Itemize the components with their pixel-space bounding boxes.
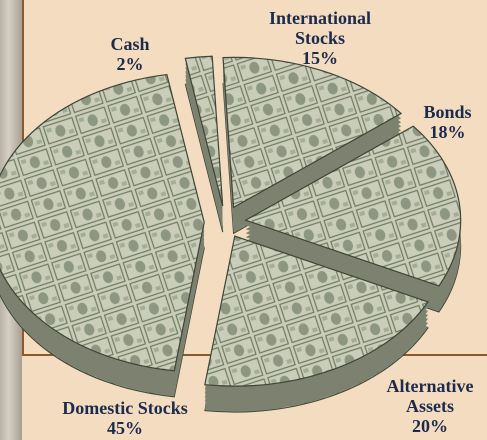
- slice: [204, 235, 429, 387]
- slice-label: Cash 2%: [95, 34, 165, 74]
- category-name: Bonds: [423, 102, 472, 122]
- category-name: International Stocks: [268, 8, 371, 48]
- value-label: 45%: [107, 418, 143, 438]
- slice-label: Bonds 18%: [400, 102, 487, 142]
- value-label: 2%: [116, 54, 144, 74]
- slice: [222, 56, 403, 209]
- category-name: Cash: [110, 34, 150, 54]
- slice-label: Alternative Assets 20%: [375, 376, 485, 436]
- value-label: 18%: [429, 122, 466, 142]
- slice: [184, 55, 224, 207]
- slice: [244, 125, 462, 287]
- slice-label: International Stocks 15%: [250, 8, 390, 68]
- slice-label: Domestic Stocks 45%: [20, 398, 230, 438]
- value-label: 20%: [412, 416, 448, 436]
- slice: [0, 73, 205, 372]
- category-name: Domestic Stocks: [62, 398, 188, 418]
- category-name: Alternative Assets: [386, 376, 474, 416]
- value-label: 15%: [302, 48, 338, 68]
